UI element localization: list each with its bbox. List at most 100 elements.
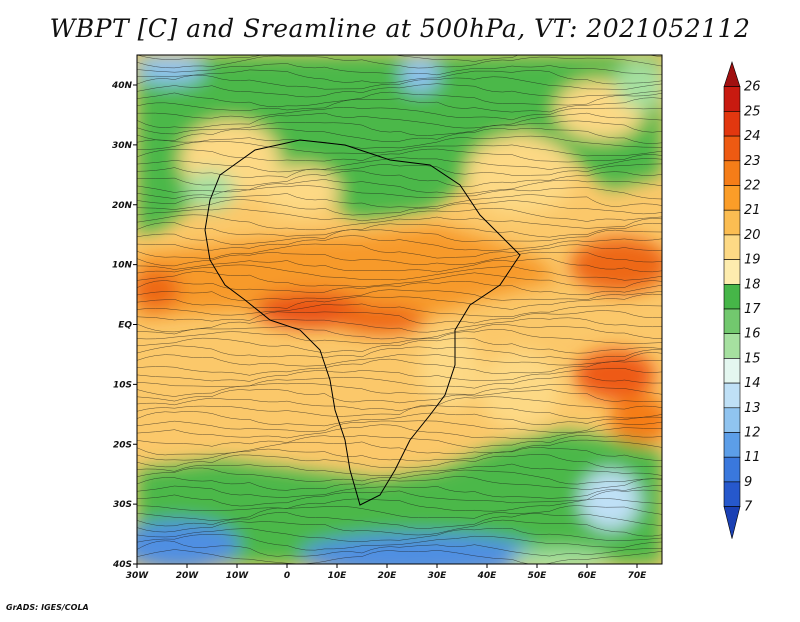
streamline [137, 358, 662, 376]
streamline [137, 264, 662, 281]
lat-tick-label: 30N [112, 141, 133, 151]
streamline [137, 141, 662, 157]
streamline [137, 467, 662, 485]
colorbar-label: 15 [744, 351, 761, 366]
streamline [137, 383, 662, 397]
lon-tick-label: 20W [176, 571, 200, 581]
streamline [137, 420, 662, 434]
colorbar-swatch [723, 185, 741, 211]
lon-tick-label: 30E [428, 571, 448, 581]
streamline [137, 463, 662, 476]
colorbar-label: 18 [744, 277, 761, 292]
streamline [137, 485, 662, 499]
streamline [137, 83, 662, 98]
colorbar-swatch [723, 358, 741, 384]
colorbar-swatch [723, 333, 741, 359]
streamline [137, 289, 662, 301]
streamline [137, 55, 662, 69]
coastline [204, 139, 521, 506]
streamline [137, 97, 662, 113]
streamline [137, 324, 662, 340]
colorbar-label: 9 [744, 475, 752, 490]
colorbar-legend: 26 25 24 23 22 21 20 19 18 17 16 15 14 13 12 11 9 7 [723, 61, 761, 539]
lon-tick-label: 20E [378, 571, 398, 581]
colorbar-label: 19 [744, 253, 761, 268]
colorbar-label: 21 [744, 203, 761, 218]
streamline [137, 112, 662, 129]
streamline [137, 185, 662, 200]
lat-tick-label: 20S [113, 440, 132, 450]
streamline [137, 170, 662, 188]
lat-tick-label: 40N [111, 81, 133, 91]
streamline [137, 375, 662, 389]
streamline [137, 120, 662, 137]
streamline [137, 163, 662, 178]
streamline [137, 280, 662, 296]
colorbar-swatch [723, 209, 741, 236]
streamline [137, 389, 662, 404]
streamline [137, 476, 662, 491]
streamline [137, 243, 662, 260]
lat-tick-label: 30S [113, 500, 132, 510]
streamline [137, 69, 662, 85]
lat-tick-label: 10S [113, 380, 132, 390]
streamline [137, 310, 662, 325]
streamline [137, 235, 662, 251]
colorbar-swatch [723, 234, 741, 260]
lon-tick-label: 50E [528, 571, 548, 581]
streamline [137, 55, 662, 62]
lon-tick-label: 40E [477, 571, 498, 581]
streamline [137, 135, 662, 149]
colorbar-label: 14 [744, 376, 761, 391]
streamline [137, 368, 662, 382]
streamline [137, 258, 662, 273]
streamline [137, 193, 662, 208]
colorbar-label: 13 [744, 401, 761, 416]
streamline [137, 404, 662, 419]
streamline [137, 454, 662, 469]
streamline [137, 63, 662, 76]
colorbar-label: 22 [744, 179, 761, 194]
streamline [137, 91, 662, 108]
latitude-axis: 40N 30N 20N 10N EQ 10S 20S 30S 40S [111, 81, 137, 570]
colorbar-label: 25 [744, 104, 761, 119]
streamline [137, 439, 662, 456]
streamline [137, 107, 662, 121]
streamline [137, 549, 662, 564]
streamline [137, 303, 662, 317]
streamline [137, 534, 662, 551]
streamline [137, 424, 662, 440]
colorbar-label: 26 [744, 80, 761, 95]
streamline [137, 512, 662, 529]
colorbar-label: 24 [744, 129, 761, 144]
colorbar-swatch [723, 407, 741, 433]
streamline [137, 434, 662, 449]
streamline [137, 337, 662, 354]
streamline [137, 293, 662, 310]
lat-tick-label: EQ [118, 321, 132, 331]
colorbar-swatch [723, 86, 741, 112]
colorbar-swatch [723, 135, 741, 162]
lon-tick-label: 60E [578, 571, 598, 581]
map-title: WBPT [C] and Sreamline at 500hPa, VT: 20… [49, 14, 751, 43]
streamline [137, 199, 662, 216]
lon-tick-label: 10W [226, 571, 250, 581]
streamline [137, 157, 662, 173]
lat-tick-label: 40S [112, 560, 132, 570]
colorbar-label: 23 [744, 154, 761, 169]
colorbar-label: 11 [744, 450, 761, 465]
colorbar-swatch [723, 308, 741, 335]
streamline [137, 127, 662, 144]
streamline [137, 208, 662, 222]
colorbar-swatch [723, 432, 741, 458]
streamline [137, 328, 662, 345]
colorbar-label: 16 [744, 327, 761, 342]
lon-tick-label: 30W [126, 571, 150, 581]
streamline [137, 229, 662, 245]
colorbar-swatch [723, 259, 741, 285]
streamline [137, 317, 662, 333]
longitude-axis: 30W 20W 10W 0 10E 20E 30E 40E 50E 60E 70E [126, 564, 647, 581]
lon-tick-label: 0 [284, 571, 290, 581]
streamline [137, 540, 662, 557]
